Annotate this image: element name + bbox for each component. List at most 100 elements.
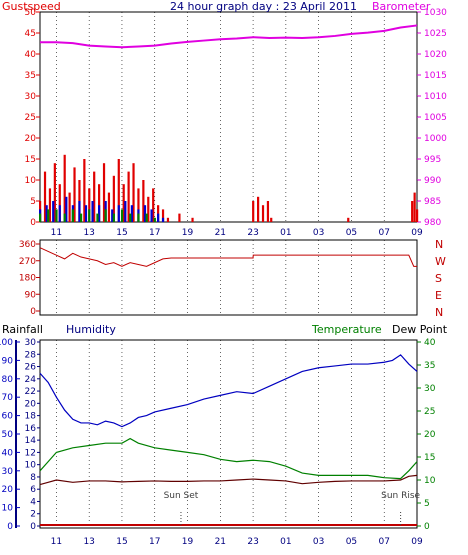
- rainfall-tick-label: 8: [30, 473, 36, 483]
- gust-bar: [261, 205, 265, 222]
- temperature-tick-label: 15: [424, 453, 435, 463]
- gust-bar: [137, 188, 140, 222]
- gust-baro-panel: Gustspeed 24 hour graph day : 23 April 2…: [2, 0, 447, 238]
- gust-bar: [127, 171, 130, 222]
- gust-bar: [161, 209, 165, 222]
- wind-green-bar: [104, 209, 107, 222]
- wind-bar: [161, 217, 165, 222]
- wind-green-bar: [145, 213, 148, 222]
- gust-bar: [178, 213, 181, 222]
- wind-green-bar: [112, 213, 115, 222]
- temperature-line: [39, 437, 418, 480]
- baro-tick-label: 1010: [424, 92, 447, 102]
- rain-x-tick-label: 23: [247, 537, 258, 547]
- temperature-tick-label: 20: [424, 430, 436, 440]
- rain-x-tick-label: 17: [149, 537, 160, 547]
- gust-bar: [152, 188, 155, 222]
- direction-tick-label: 360: [19, 240, 36, 250]
- rainfall-tick-label: 24: [25, 375, 37, 385]
- rain-humidity-temp-grid: [56, 340, 418, 528]
- humidity-tick-label: 40: [2, 448, 14, 458]
- wind-bar: [91, 201, 94, 222]
- gust-bar: [142, 180, 145, 222]
- rain-x-tick-label: 03: [313, 537, 324, 547]
- wind-bar: [150, 209, 153, 222]
- humidity-tick-label: 100: [0, 338, 13, 348]
- dew-point-line: [39, 474, 418, 486]
- gust-bar: [93, 171, 96, 222]
- wind-bar: [124, 201, 127, 222]
- humidity-tick-label: 50: [2, 430, 14, 440]
- wind-bar: [117, 205, 120, 222]
- gust-bar: [416, 209, 419, 222]
- gust-bar: [347, 217, 350, 222]
- gust-baro-x-ticks: 11 13 15 17 19 21 23 01 03 05 07 09: [51, 228, 423, 238]
- wind-green-bar: [63, 213, 66, 222]
- humidity-tick-label: 20: [2, 485, 14, 495]
- wind-bar: [111, 209, 114, 222]
- wind-green-bar: [47, 209, 50, 222]
- barometer-line: [40, 24, 418, 49]
- wind-green-bar: [71, 209, 74, 222]
- gust-baro-grid: [56, 12, 418, 222]
- humidity-tick-label: 80: [2, 375, 14, 385]
- direction-tick-label: 180: [19, 274, 36, 284]
- direction-tick-label: 0: [30, 307, 36, 317]
- baro-tick-label: 1005: [424, 113, 447, 123]
- gust-bar: [73, 167, 76, 222]
- gust-bar: [147, 196, 150, 222]
- temperature-tick-label: 0: [424, 522, 430, 532]
- gust-bar: [88, 188, 91, 222]
- baro-tick-label: 1025: [424, 29, 447, 39]
- gust-bar: [53, 163, 56, 222]
- gust-tick-label: 30: [25, 92, 37, 102]
- gust-bar: [112, 175, 115, 222]
- gust-tick-label: 15: [25, 155, 36, 165]
- gust-x-tick-label: 09: [411, 228, 423, 238]
- humidity-tick-label: 70: [2, 393, 14, 403]
- wind-bar: [84, 205, 88, 222]
- compass-letter: S: [435, 272, 442, 285]
- gust-tick-label: 50: [25, 8, 37, 18]
- gust-tick-label: 20: [25, 134, 37, 144]
- gust-bar: [58, 184, 61, 222]
- rainfall-tick-label: 10: [25, 461, 37, 471]
- gust-bar: [266, 201, 270, 222]
- gust-bar: [43, 171, 47, 222]
- gust-x-tick-label: 03: [313, 228, 324, 238]
- temperature-axis-ticks: 40 35 30 25 20 15 10 5 0: [417, 338, 436, 532]
- rain-x-tick-label: 01: [280, 537, 291, 547]
- gust-bar: [98, 184, 101, 222]
- direction-grid: [56, 240, 418, 315]
- gust-x-tick-label: 19: [182, 228, 194, 238]
- rainfall-tick-label: 28: [25, 350, 37, 360]
- compass-letter: N: [435, 238, 443, 251]
- wind-bar: [98, 205, 101, 222]
- gust-tick-label: 35: [25, 71, 36, 81]
- gust-x-tick-label: 13: [83, 228, 94, 238]
- rain-x-tick-label: 21: [215, 537, 226, 547]
- gust-tick-label: 5: [30, 197, 36, 207]
- compass-letter: W: [435, 255, 446, 268]
- baro-axis-ticks: 1030 1025 1020 1015 1010 1005 1000 995 990 985 980: [417, 8, 447, 228]
- gust-tick-label: 40: [25, 50, 37, 60]
- baro-tick-label: 995: [424, 155, 441, 165]
- gust-bar: [270, 217, 273, 222]
- wind-green-bar: [137, 213, 140, 222]
- temperature-tick-label: 35: [424, 361, 435, 371]
- sun-rise-label: Sun Rise: [381, 491, 420, 501]
- direction-tick-label: 90: [25, 290, 37, 300]
- gust-bar: [191, 217, 194, 222]
- humidity-tick-label: 90: [2, 356, 14, 366]
- gust-x-tick-label: 07: [378, 228, 389, 238]
- wind-bar: [130, 205, 133, 222]
- baro-tick-label: 985: [424, 197, 441, 207]
- compass-letter: N: [435, 306, 443, 319]
- gust-bar: [48, 188, 52, 222]
- rainfall-tick-label: 16: [25, 424, 37, 434]
- gust-bar: [411, 201, 414, 222]
- humidity-tick-label: 10: [2, 504, 14, 514]
- rainfall-tick-label: 12: [25, 448, 36, 458]
